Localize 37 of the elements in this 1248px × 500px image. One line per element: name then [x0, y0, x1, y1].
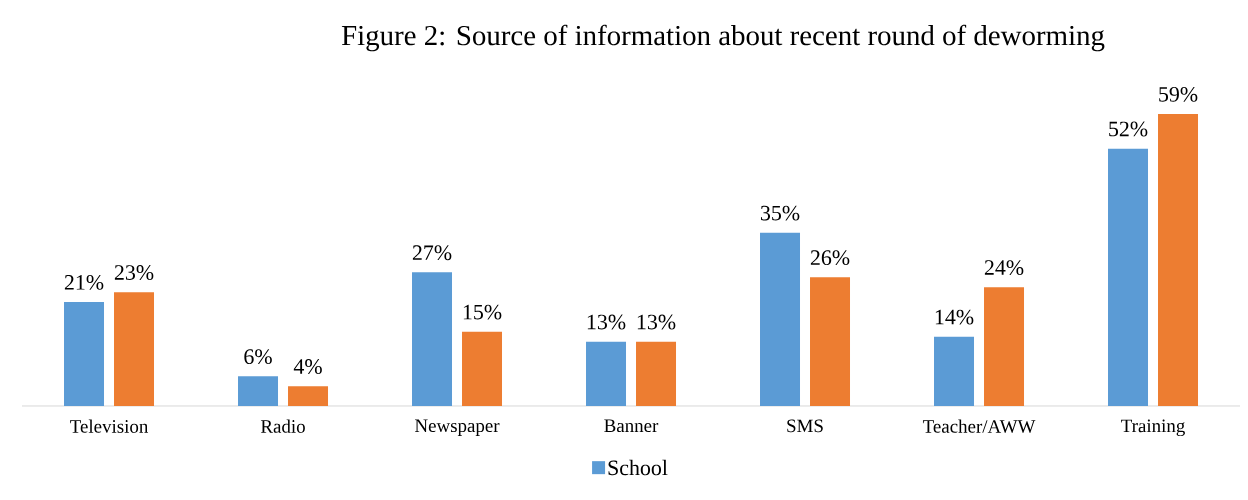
data-label: 52%: [1109, 121, 1148, 137]
data-label: 6%: [244, 349, 272, 365]
bar: [934, 336, 975, 406]
x-tick-label: Television: [70, 419, 149, 433]
legend-label: School: [608, 459, 668, 476]
bar: [114, 292, 155, 406]
data-label: 4%: [293, 359, 322, 374]
bar: [760, 232, 801, 406]
data-label: 24%: [984, 260, 1024, 275]
data-label: 27%: [412, 245, 452, 261]
x-tick-label: Banner: [604, 419, 659, 433]
bar: [64, 302, 105, 406]
x-tick-label: Teacher/AWW: [922, 419, 1036, 433]
x-tick-label: Training: [1121, 419, 1185, 437]
bar: [586, 341, 627, 406]
x-tick-label: Newspaper: [414, 419, 500, 436]
bar: [1108, 148, 1149, 406]
bar: [238, 376, 279, 406]
data-label: 14%: [935, 309, 974, 325]
data-label: 21%: [64, 274, 104, 290]
data-label: 35%: [760, 205, 800, 221]
x-tick-label: Radio: [260, 419, 305, 433]
data-label: 13%: [587, 314, 626, 330]
bar: [984, 287, 1025, 406]
chart-title: Figure 2: Source of information about recent round of deworming: [341, 24, 1105, 52]
bar: [412, 272, 453, 406]
data-label: 59%: [1159, 86, 1198, 102]
data-label: 26%: [810, 250, 850, 266]
bar: [636, 341, 677, 406]
data-label: 13%: [637, 314, 676, 330]
bar: [462, 331, 503, 406]
bar: [1158, 113, 1199, 406]
data-label: 15%: [463, 304, 502, 320]
data-label: 23%: [114, 265, 154, 280]
x-tick-label: SMS: [787, 419, 823, 433]
bar: [288, 386, 329, 406]
bar: [810, 277, 851, 406]
